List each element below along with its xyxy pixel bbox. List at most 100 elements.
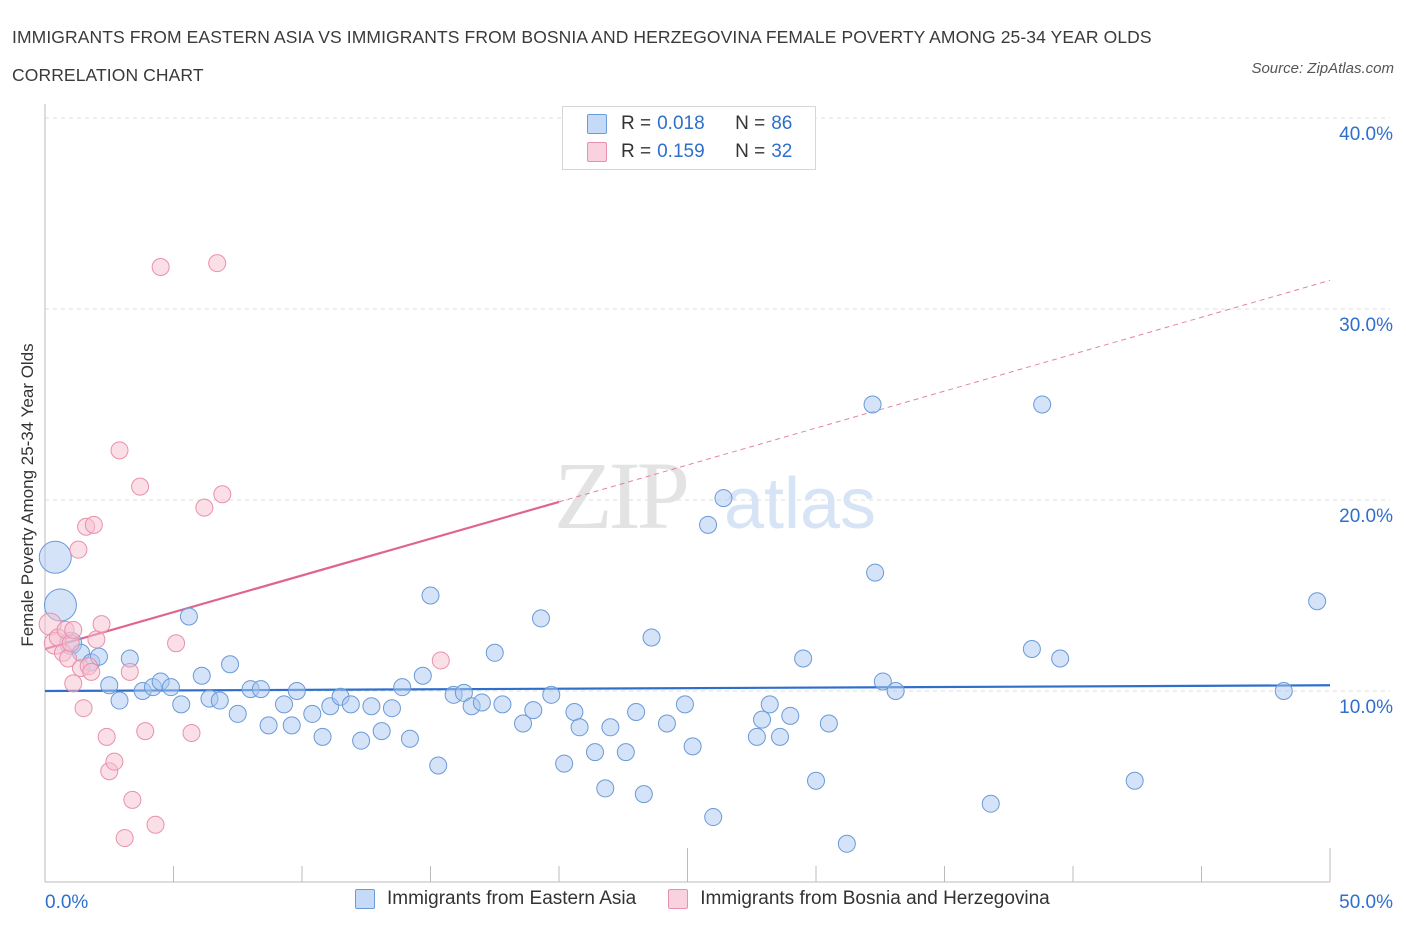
- data-point: [228, 704, 247, 723]
- data-point: [514, 714, 533, 733]
- legend-r-label: R =: [621, 113, 652, 134]
- grid-lines: [45, 117, 1390, 692]
- data-point: [807, 771, 825, 790]
- series-legend-label: Immigrants from Eastern Asia: [387, 888, 637, 909]
- data-point: [413, 666, 432, 685]
- data-point: [771, 727, 790, 746]
- data-point: [524, 701, 543, 720]
- data-point: [120, 662, 139, 681]
- data-point: [886, 682, 905, 700]
- series-legend-item-eastern-asia: Immigrants from Eastern Asia: [355, 888, 636, 910]
- data-point: [863, 395, 882, 414]
- data-point: [341, 695, 360, 714]
- data-point: [431, 651, 450, 670]
- data-point: [74, 699, 93, 718]
- series-legend-label: Immigrants from Bosnia and Herzegovina: [700, 888, 1050, 909]
- data-point: [1274, 682, 1293, 700]
- data-point: [372, 722, 391, 741]
- data-point: [532, 609, 551, 628]
- data-point: [131, 477, 150, 496]
- data-point: [747, 727, 766, 746]
- data-point: [981, 794, 1000, 813]
- data-point: [493, 695, 512, 714]
- data-point: [400, 729, 419, 748]
- data-point: [699, 515, 718, 534]
- data-point: [634, 785, 653, 804]
- data-point: [167, 634, 186, 653]
- data-point: [100, 676, 119, 695]
- data-point: [704, 808, 723, 827]
- data-point: [208, 254, 227, 273]
- data-point: [1308, 592, 1327, 611]
- trend-lines: [44, 279, 1331, 693]
- series-bosnia: [38, 254, 450, 848]
- data-point: [714, 489, 733, 508]
- data-point: [64, 674, 83, 693]
- data-point: [123, 790, 142, 809]
- data-point: [616, 743, 635, 762]
- chart-title: IMMIGRANTS FROM EASTERN ASIA VS IMMIGRAN…: [12, 27, 1152, 85]
- legend-n-label: N =: [735, 141, 766, 162]
- data-point: [760, 695, 779, 714]
- data-point: [555, 754, 574, 773]
- data-point: [313, 727, 332, 746]
- data-point: [115, 829, 134, 848]
- tick-labels: 10.0% 20.0% 30.0% 40.0% 0.0% 50.0%: [45, 124, 1393, 913]
- data-point: [303, 704, 322, 723]
- data-point: [287, 682, 306, 700]
- data-point: [781, 706, 800, 725]
- axes: [44, 104, 1331, 883]
- data-point: [873, 672, 892, 691]
- data-point: [64, 620, 83, 639]
- data-point: [1051, 649, 1070, 668]
- series-swatch-blue: [355, 889, 375, 909]
- data-point: [362, 697, 381, 716]
- data-point: [221, 655, 240, 674]
- series-legend-item-bosnia: Immigrants from Bosnia and Herzegovina: [668, 888, 1050, 910]
- data-point: [213, 485, 232, 504]
- legend-row-bosnia: R = 0.159 N = 32: [587, 139, 792, 165]
- data-point: [195, 498, 214, 517]
- legend-row-eastern-asia: R = 0.018 N = 86: [587, 111, 792, 137]
- data-point: [382, 699, 401, 718]
- y-tick-label: 20.0%: [1339, 506, 1393, 527]
- legend-swatch-blue: [587, 114, 607, 134]
- data-point: [393, 678, 412, 697]
- data-point: [1125, 771, 1144, 790]
- data-point: [601, 718, 620, 737]
- data-point: [87, 630, 106, 649]
- data-point: [69, 540, 88, 559]
- y-tick-label: 30.0%: [1339, 315, 1393, 336]
- data-point: [97, 727, 116, 746]
- legend-r-label: R =: [621, 141, 652, 162]
- data-points: [38, 254, 1327, 853]
- legend-n-label: N =: [735, 113, 766, 134]
- watermark: ZIP atlas: [554, 442, 876, 549]
- watermark-zip: ZIP: [554, 442, 687, 549]
- series-legend: Immigrants from Eastern Asia Immigrants …: [355, 888, 1082, 910]
- data-point: [1033, 395, 1052, 414]
- legend-n-value: 86: [771, 113, 793, 134]
- data-point: [570, 718, 589, 737]
- data-point: [38, 540, 72, 574]
- legend-swatch-pink: [587, 142, 607, 162]
- data-point: [596, 779, 615, 798]
- data-point: [251, 680, 270, 699]
- source-label: Source: ZipAtlas.com: [1251, 60, 1394, 77]
- data-point: [259, 716, 278, 735]
- data-point: [179, 607, 198, 626]
- data-point: [585, 743, 604, 762]
- data-point: [683, 737, 702, 756]
- data-point: [454, 683, 473, 702]
- data-point: [794, 649, 813, 668]
- data-point: [136, 722, 155, 741]
- trend-line-eastern-asia: [44, 684, 1331, 693]
- data-point: [657, 714, 676, 733]
- data-point: [82, 662, 101, 681]
- data-point: [837, 834, 856, 853]
- data-point: [92, 615, 111, 634]
- data-point: [472, 693, 491, 712]
- trend-line-bosnia: [44, 500, 560, 651]
- data-point: [110, 441, 129, 460]
- data-point: [110, 691, 129, 710]
